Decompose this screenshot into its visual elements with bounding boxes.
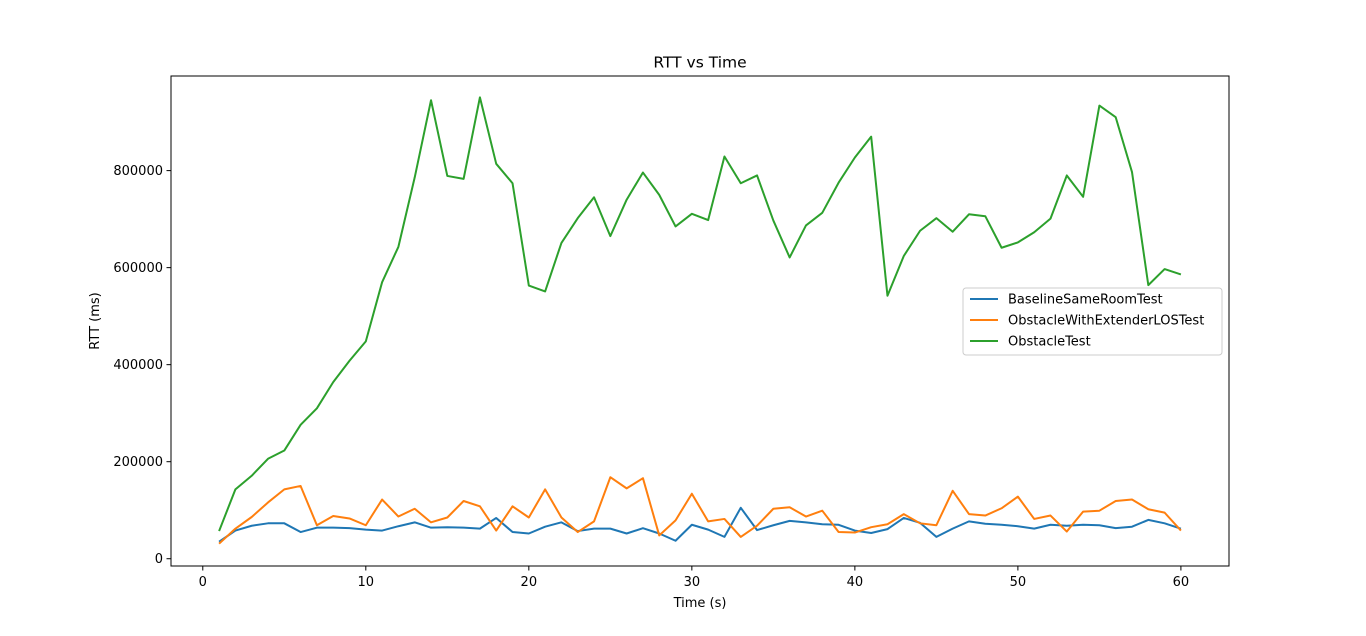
x-axis-label: Time (s) [673,596,727,611]
y-tick-label: 600000 [113,261,163,276]
y-axis-label: RTT (ms) [88,292,103,349]
x-tick-label: 30 [684,575,701,590]
y-tick-label: 400000 [113,358,163,373]
x-tick-label: 20 [521,575,538,590]
y-tick-label: 0 [155,552,163,567]
legend-label: ObstacleTest [1008,335,1091,350]
legend-label: BaselineSameRoomTest [1008,293,1163,308]
axis-ticks: 0 10 20 30 40 50 60 0 200000 400000 600000 800000 [113,164,1189,590]
series-lines [218,96,1182,545]
chart-title: RTT vs Time [653,54,746,72]
y-tick-label: 800000 [113,164,163,179]
x-tick-label: 40 [847,575,864,590]
legend-box [962,287,1223,356]
x-tick-label: 50 [1010,575,1027,590]
series-line-2 [218,96,1182,532]
series-line-0 [218,506,1182,543]
series-line-1 [218,476,1182,545]
x-tick-label: 0 [199,575,207,590]
y-tick-label: 200000 [113,455,163,470]
x-tick-label: 10 [358,575,375,590]
plot-frame [170,75,1230,567]
x-tick-label: 60 [1173,575,1190,590]
legend-label: ObstacleWithExtenderLOSTest [1008,314,1204,329]
legend: BaselineSameRoomTest ObstacleWithExtender… [962,287,1223,356]
